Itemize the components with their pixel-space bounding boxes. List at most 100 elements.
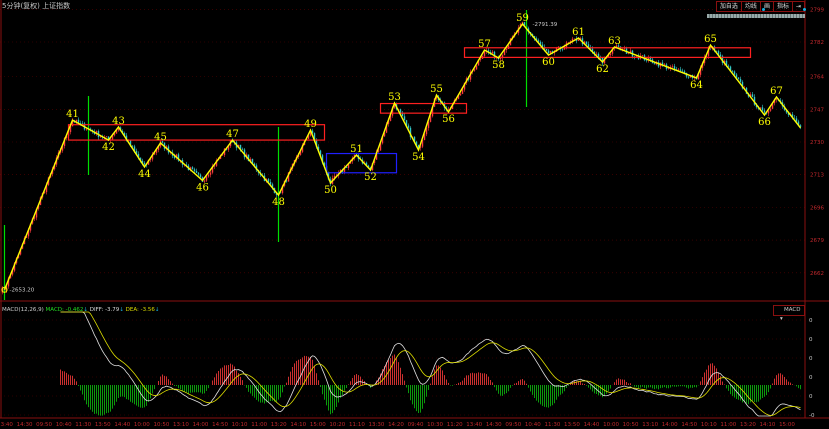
expand-icon[interactable]: ⇥: [795, 3, 801, 10]
time-tick-label: 13:20: [271, 422, 287, 428]
red-range-box[interactable]: [463, 47, 752, 58]
candle-body: [35, 208, 38, 218]
indicator-button[interactable]: 指标: [774, 2, 793, 11]
wave-label: 59: [516, 13, 529, 24]
candle-body: [787, 112, 790, 115]
candle-body: [799, 125, 802, 127]
macd-tick-label: 0: [809, 318, 813, 324]
diff-value: DIFF: -3.79: [89, 307, 120, 313]
candle-body: [733, 71, 736, 75]
time-tick-label: 10:50: [623, 422, 639, 428]
candle-body: [535, 38, 538, 41]
add-watchlist-button[interactable]: 加自选: [717, 2, 742, 11]
indicator-select[interactable]: MACD ▾: [773, 305, 805, 322]
candle-body: [645, 60, 648, 61]
candle-body: [157, 146, 160, 150]
candle-body: [791, 114, 794, 118]
candle-body: [267, 179, 270, 182]
candle-body: [473, 69, 476, 71]
candle-body: [793, 117, 796, 119]
candle-body: [149, 159, 152, 161]
candle-body: [687, 76, 690, 78]
red-range-box[interactable]: [379, 102, 468, 114]
wave-label: 50: [324, 185, 337, 196]
price-tick-label: 2799: [810, 7, 824, 13]
candle-body: [63, 138, 66, 146]
wave-label: 54: [412, 152, 425, 163]
candle-body: [707, 47, 710, 56]
scroll-handle-left[interactable]: [762, 8, 765, 11]
candle-body: [253, 163, 256, 166]
candle-body: [547, 50, 550, 54]
wave-label: 42: [102, 142, 115, 153]
candle-body: [203, 180, 206, 182]
candle-body: [79, 123, 82, 124]
moving-average-button[interactable]: 均线: [742, 2, 761, 11]
candle-body: [629, 50, 632, 54]
candle-body: [731, 71, 734, 73]
candle-body: [759, 107, 762, 109]
wave-label: 56: [442, 114, 455, 125]
wave-label: 48: [272, 197, 285, 208]
candle-body: [683, 71, 686, 73]
time-tick-label: 13:10: [173, 422, 189, 428]
candle-body: [483, 51, 486, 56]
candle-body: [347, 163, 350, 168]
candle-body: [279, 192, 282, 194]
candle-body: [231, 140, 234, 143]
candle-body: [579, 38, 582, 40]
candle-body: [501, 55, 504, 58]
candle-body: [457, 95, 460, 99]
candle-body: [533, 35, 536, 39]
candle-body: [131, 145, 134, 147]
candle-body: [727, 65, 730, 67]
macd-value: MACD: -0.462: [45, 307, 84, 313]
draw-button[interactable]: 画: [761, 2, 774, 11]
scroll-handle-right[interactable]: [803, 8, 806, 11]
candle-body: [705, 55, 708, 58]
wave-label: 57: [478, 39, 491, 50]
candle-body: [619, 46, 622, 51]
red-range-box[interactable]: [67, 124, 326, 141]
candle-body: [339, 169, 342, 173]
time-tick-label: 10:00: [603, 422, 619, 428]
candle-body: [623, 48, 626, 50]
candle-body: [45, 184, 48, 193]
candle-body: [671, 66, 674, 67]
candle-body: [741, 81, 744, 89]
chart-title: 5分钟(复权) 上证指数: [2, 2, 71, 10]
candle-body: [247, 154, 250, 162]
candle-body: [487, 50, 490, 53]
candle-body: [221, 155, 224, 156]
candle-body: [151, 154, 154, 160]
chart-scrollbar[interactable]: [707, 14, 805, 18]
macd-tick-label: -0: [809, 413, 815, 419]
candle-body: [587, 44, 590, 48]
candle-body: [413, 136, 416, 142]
time-tick-label: 14:30: [17, 422, 33, 428]
candle-body: [213, 165, 216, 167]
candle-body: [29, 223, 32, 231]
time-tick-label: 14:10: [290, 422, 306, 428]
candle-body: [317, 146, 320, 151]
candle-body: [11, 270, 14, 275]
time-tick-label: 10:20: [329, 422, 345, 428]
candle-body: [81, 123, 84, 124]
price-tick-label: 2713: [810, 173, 824, 179]
candle-body: [205, 176, 208, 181]
time-tick-label: 13:10: [642, 422, 658, 428]
blue-range-box[interactable]: [325, 152, 398, 174]
candle-body: [65, 136, 68, 139]
candle-body: [185, 164, 188, 166]
time-tick-label: 14:40: [114, 422, 130, 428]
candle-body: [661, 62, 664, 65]
wave-label: 62: [596, 64, 609, 75]
time-tick-label: 13:50: [564, 422, 580, 428]
diff-line: [60, 311, 801, 417]
candle-body: [319, 150, 322, 156]
candle-body: [61, 145, 64, 151]
time-tick-label: 11:10: [349, 422, 365, 428]
candle-body: [207, 174, 210, 177]
candle-body: [611, 48, 614, 54]
